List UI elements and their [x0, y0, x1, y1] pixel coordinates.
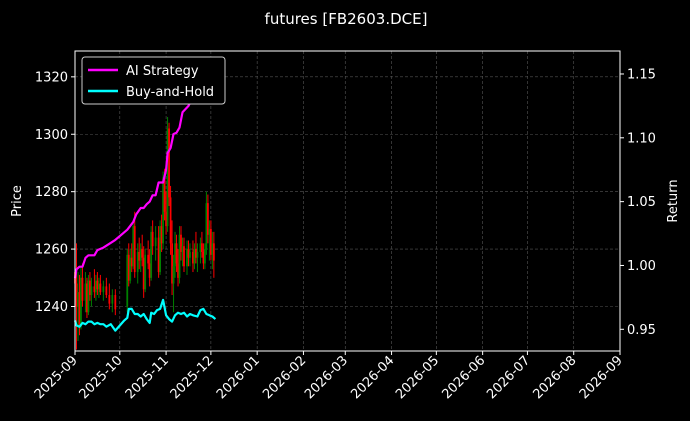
candle-body — [150, 231, 153, 278]
left-axis-label: Price — [10, 185, 25, 217]
candle-body — [89, 280, 91, 296]
candle-body — [108, 295, 111, 304]
candle-body — [130, 257, 133, 267]
candle-body — [159, 226, 162, 273]
candle-body — [93, 286, 96, 293]
candle-body — [202, 251, 205, 264]
candle-body — [181, 246, 184, 252]
candle-body — [105, 286, 108, 296]
right-tick-label: 1.00 — [627, 259, 656, 274]
candle-body — [80, 277, 82, 327]
candle-body — [141, 249, 144, 258]
candle-body — [133, 226, 136, 273]
right-tick-label: 1.05 — [627, 195, 656, 210]
candle-body — [187, 249, 190, 258]
candle-body — [102, 286, 105, 293]
candle-body — [97, 283, 100, 290]
left-tick-label: 1320 — [35, 70, 68, 85]
left-tick-label: 1280 — [35, 185, 68, 200]
candle-body — [195, 249, 197, 258]
candle-body — [114, 295, 117, 310]
candle-body — [132, 226, 135, 267]
candle-body — [212, 243, 215, 261]
candle-body — [96, 280, 99, 290]
left-tick-label: 1300 — [35, 128, 68, 143]
candle-body — [208, 228, 211, 235]
legend-label-buy-and-hold: Buy-and-Hold — [126, 85, 214, 100]
candle-body — [174, 243, 176, 267]
candle-body — [148, 263, 151, 278]
candle-body — [180, 234, 182, 252]
legend: AI Strategy Buy-and-Hold — [81, 56, 226, 105]
candle-body — [78, 292, 81, 327]
ai-strategy-line — [73, 60, 219, 279]
price-candles — [74, 117, 215, 350]
candle-body — [169, 197, 172, 244]
candle-body — [157, 237, 160, 273]
candle-body — [139, 249, 142, 261]
candle-body — [147, 254, 150, 264]
candle-body — [81, 277, 84, 301]
candle-body — [99, 283, 102, 293]
candle-body — [165, 211, 167, 227]
candle-body — [189, 251, 191, 258]
candle-body — [162, 177, 164, 244]
right-axis-label: Return — [666, 179, 681, 222]
candle-body — [166, 128, 169, 227]
candle-body — [205, 203, 208, 250]
buy-and-hold-line — [73, 298, 217, 332]
candle-body — [138, 251, 141, 261]
candle-body — [196, 251, 199, 258]
candle-body — [183, 246, 185, 267]
candle-body — [142, 257, 145, 290]
candle-body — [86, 283, 88, 313]
candle-body — [95, 280, 97, 293]
plot-frame — [74, 50, 621, 352]
return-lines — [73, 60, 219, 332]
candle-body — [178, 234, 181, 278]
candle-body — [84, 283, 87, 301]
candle-body — [111, 295, 114, 304]
legend-label-ai-strategy: AI Strategy — [126, 64, 199, 79]
candle-body — [186, 249, 188, 267]
right-tick-label: 1.15 — [627, 67, 656, 82]
candle-body — [160, 226, 163, 244]
candle-body — [126, 254, 129, 307]
candle-body — [175, 243, 178, 264]
candle-body — [87, 280, 90, 313]
candle-body — [171, 243, 173, 284]
candle-body — [211, 243, 214, 255]
candle-body — [163, 177, 166, 212]
candle-body — [75, 283, 78, 307]
candle-body — [193, 249, 196, 264]
candle-body — [168, 128, 170, 198]
right-tick-label: 1.10 — [627, 131, 656, 146]
candle-body — [192, 251, 194, 264]
right-tick-label: 0.95 — [627, 323, 656, 338]
candle-body — [204, 249, 206, 264]
candle-body — [127, 254, 130, 281]
candle-body — [90, 286, 93, 296]
candle-body — [206, 203, 209, 235]
left-tick-label: 1240 — [35, 300, 68, 315]
left-tick-label: 1260 — [35, 243, 68, 258]
candle-body — [177, 263, 179, 278]
candle-body — [144, 254, 147, 290]
candle-body — [136, 251, 139, 273]
candle-body — [151, 231, 154, 247]
chart-title: futures [FB2603.DCE] — [265, 10, 428, 28]
candle-body — [129, 257, 132, 281]
candle-body — [77, 292, 79, 307]
candle-body — [172, 266, 175, 284]
candle-body — [199, 243, 202, 252]
candle-body — [154, 237, 157, 247]
candle-body — [201, 243, 203, 252]
candle-body — [209, 228, 212, 255]
